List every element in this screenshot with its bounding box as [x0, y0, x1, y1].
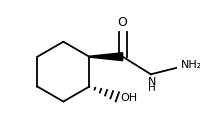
Text: H: H — [147, 83, 155, 93]
Text: NH₂: NH₂ — [180, 60, 200, 71]
Text: OH: OH — [119, 93, 136, 103]
Text: N: N — [147, 77, 155, 87]
Polygon shape — [89, 53, 122, 61]
Text: O: O — [117, 16, 127, 29]
